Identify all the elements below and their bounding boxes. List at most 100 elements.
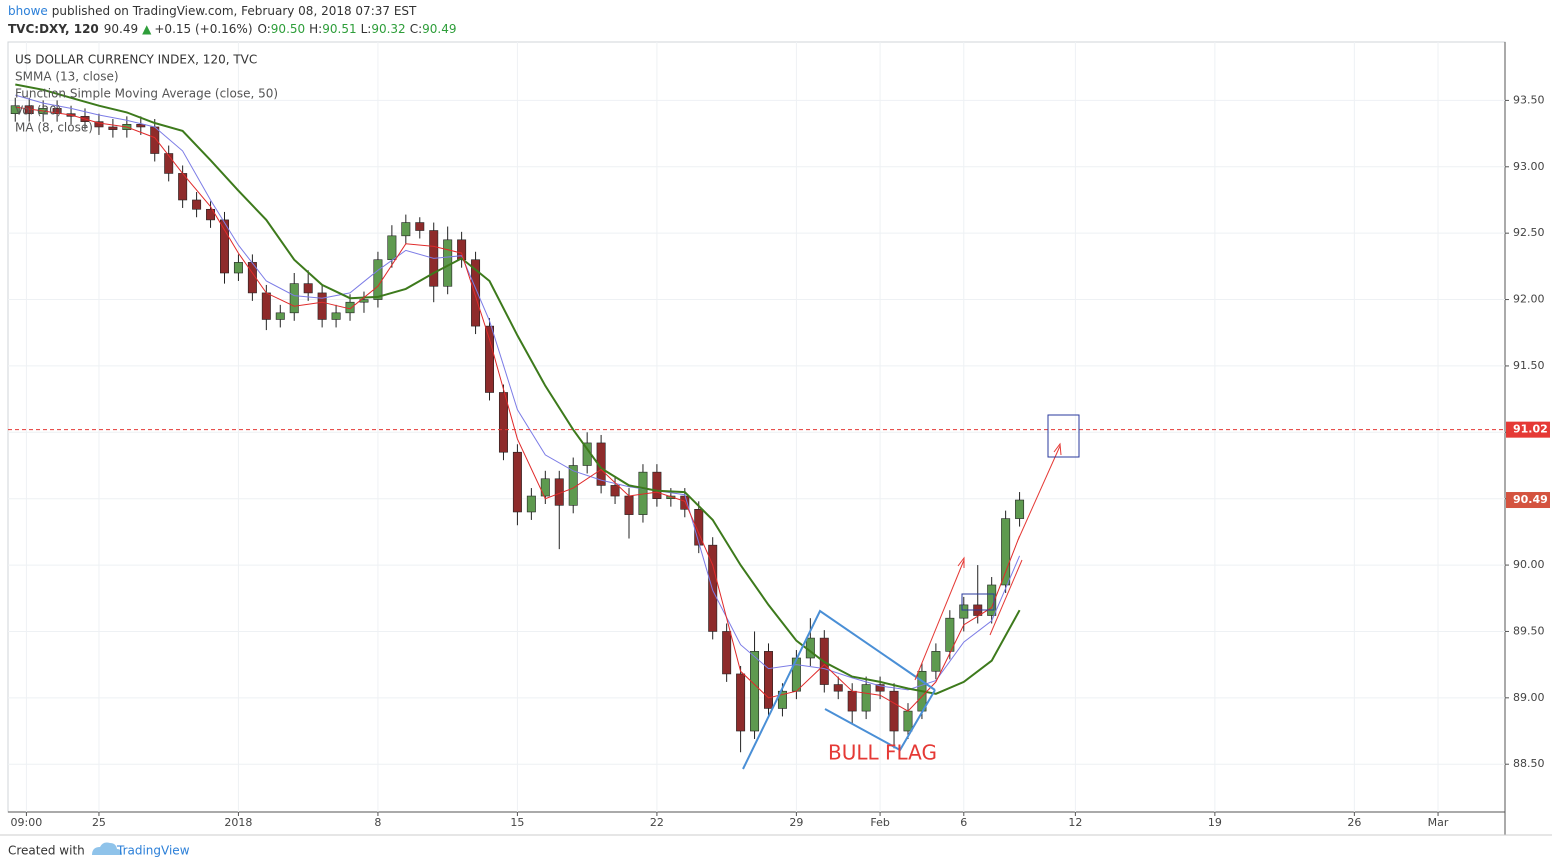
ma-line: [15, 83, 1021, 695]
candle-body: [833, 684, 843, 692]
candle-body: [624, 495, 634, 515]
candle-body: [471, 259, 481, 327]
arrow: [914, 559, 965, 681]
legend-item: SMMA (13, close): [15, 70, 119, 84]
symbol-line: TVC:DXY, 120 90.49 ▲ +0.15 (+0.16%) O:90.50 H…: [8, 22, 456, 36]
logo: [92, 842, 122, 855]
candle-body: [303, 283, 313, 294]
x-tick-label: 8: [374, 816, 381, 829]
y-tick-label: 92.50: [1513, 226, 1545, 239]
candle-body: [275, 312, 285, 320]
candle-body: [652, 471, 662, 499]
candle-body: [903, 710, 913, 732]
x-tick-label: 26: [1347, 816, 1361, 829]
candle-body: [931, 651, 941, 672]
candle-body: [722, 631, 732, 675]
y-tick-label: 89.50: [1513, 624, 1545, 637]
ma-line: [15, 94, 1021, 691]
candle-body: [345, 301, 355, 314]
arrow-head: [957, 442, 1062, 568]
candle-body: [959, 604, 969, 619]
o-label: O:: [258, 22, 271, 36]
candle-body: [847, 690, 857, 712]
o: 90.50: [271, 22, 305, 36]
candle-body: [889, 690, 899, 732]
y-tick-label: 91.50: [1513, 359, 1545, 372]
arrow: [1017, 445, 1061, 541]
candle-body: [164, 153, 174, 174]
candle-body: [457, 239, 467, 261]
candle-body: [108, 126, 118, 130]
candle-body: [861, 684, 871, 712]
candle-body: [289, 283, 299, 314]
legend-item: Function Simple Moving Average (close, 5…: [15, 87, 278, 101]
candle-body: [750, 651, 760, 732]
x-tick-label: 22: [650, 816, 664, 829]
candle-body: [317, 292, 327, 320]
y-tick-label: 90.00: [1513, 558, 1545, 571]
candle-body: [52, 108, 62, 114]
x-tick-label: 6: [960, 816, 967, 829]
level-badge: [1506, 421, 1550, 438]
candle-body: [498, 392, 508, 453]
candle-body: [261, 292, 271, 320]
y-tick-label: 89.00: [1513, 691, 1545, 704]
candle-body: [387, 235, 397, 261]
candle-body: [945, 617, 955, 652]
candle-body: [875, 684, 885, 692]
box: [961, 593, 995, 611]
candle-body: [136, 124, 146, 128]
candle-body: [512, 451, 522, 513]
drawings: BULL FLAG: [742, 414, 1080, 770]
chart-title: US DOLLAR CURRENCY INDEX, 120, TVC: [15, 53, 257, 67]
candle-body: [708, 544, 718, 632]
footer-created: Created with: [8, 844, 85, 858]
candle-body: [331, 312, 341, 320]
x-tick-label: 2018: [224, 816, 252, 829]
flag-line: [824, 689, 936, 752]
candle-body: [526, 495, 536, 513]
candle-body: [94, 121, 104, 128]
l-label: L:: [361, 22, 372, 36]
target-box: [1047, 414, 1080, 458]
ma-line: [15, 106, 1021, 712]
candle-body: [10, 105, 20, 114]
candle-body: [233, 262, 243, 274]
y-tick-label: 93.50: [1513, 93, 1545, 106]
candle-body: [764, 651, 773, 709]
last: 90.49: [104, 22, 138, 36]
candle-body: [666, 495, 676, 499]
candle-body: [987, 584, 997, 616]
candle-body: [791, 657, 801, 692]
h-label: H:: [309, 22, 322, 36]
c-label: C:: [410, 22, 422, 36]
annotation: BULL FLAG: [828, 741, 937, 765]
candle-body: [415, 222, 425, 231]
l: 90.32: [371, 22, 405, 36]
last-label: 90.49: [1513, 493, 1548, 506]
y-tick-label: 92.00: [1513, 293, 1545, 306]
candle-body: [192, 199, 202, 210]
candle-body: [485, 325, 495, 393]
candle-body: [596, 442, 606, 486]
candle-body: [373, 259, 383, 300]
published: published on TradingView.com, February 0…: [52, 4, 417, 18]
candle-body: [540, 478, 550, 497]
arrow: [989, 559, 1023, 636]
author: bhowe: [8, 4, 48, 18]
x-tick-label: 25: [92, 816, 106, 829]
level-label: 91.02: [1513, 423, 1548, 436]
x-tick-label: 09:00: [11, 816, 43, 829]
candle-body: [777, 690, 787, 709]
candle-body: [150, 126, 160, 154]
header-line: bhowe published on TradingView.com, Febru…: [8, 4, 417, 18]
footer-brand: TradingView: [116, 844, 190, 858]
x-tick-label: 15: [510, 816, 524, 829]
candle-body: [401, 222, 411, 237]
arrow: ▲: [142, 22, 152, 36]
legend-item: MA (8, close): [15, 121, 93, 135]
x-tick-label: 12: [1068, 816, 1082, 829]
last-badge: [1506, 492, 1550, 509]
